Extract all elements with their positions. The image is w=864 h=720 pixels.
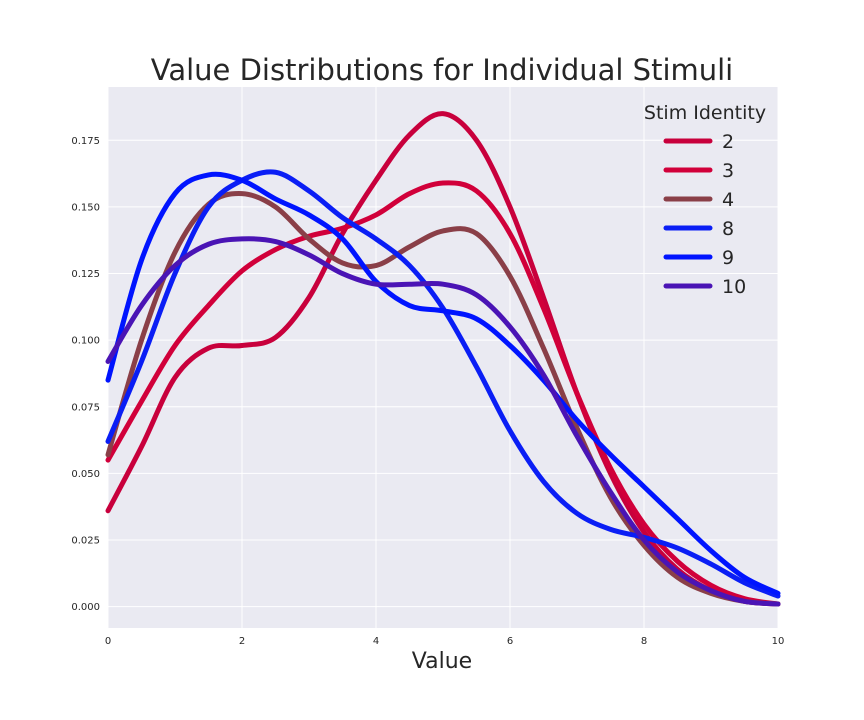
legend-entry-2: 2 — [722, 131, 734, 153]
x-tick-label: 4 — [373, 636, 379, 647]
y-tick-label: 0.050 — [71, 469, 100, 480]
chart-title: Value Distributions for Individual Stimu… — [151, 53, 734, 87]
legend-title: Stim Identity — [644, 102, 766, 124]
series-layer — [105, 111, 781, 607]
legend-entry-4: 4 — [722, 189, 734, 211]
y-tick-label: 0.000 — [71, 602, 100, 613]
series-line-8 — [105, 169, 781, 599]
legend: Stim Identity 2 3 4 8 9 10 — [644, 102, 766, 298]
x-axis-label: Value — [412, 649, 472, 674]
series-line-9 — [105, 171, 781, 596]
series-line-2 — [105, 111, 781, 607]
y-tick-label: 0.150 — [71, 202, 100, 213]
legend-entry-8: 8 — [722, 218, 734, 240]
legend-entry-9: 9 — [722, 247, 734, 269]
series-line-10 — [105, 236, 781, 607]
y-tick-label: 0.175 — [71, 136, 100, 147]
legend-entry-10: 10 — [722, 276, 746, 298]
y-tick-label: 0.025 — [71, 536, 100, 547]
x-tick-label: 6 — [507, 636, 513, 647]
plot-background — [108, 87, 778, 628]
y-tick-label: 0.100 — [71, 336, 100, 347]
x-tick-label: 2 — [239, 636, 245, 647]
legend-entry-3: 3 — [722, 160, 734, 182]
x-tick-label: 8 — [641, 636, 647, 647]
x-tick-label: 0 — [105, 636, 111, 647]
tick-layer: 0 2 4 6 8 10 0.000 0.025 0.050 0.075 0.100 0.125 0.1… — [71, 136, 784, 647]
series-line-3 — [105, 180, 781, 607]
x-tick-label: 10 — [772, 636, 785, 647]
y-tick-label: 0.075 — [71, 402, 100, 413]
y-tick-label: 0.125 — [71, 269, 100, 280]
